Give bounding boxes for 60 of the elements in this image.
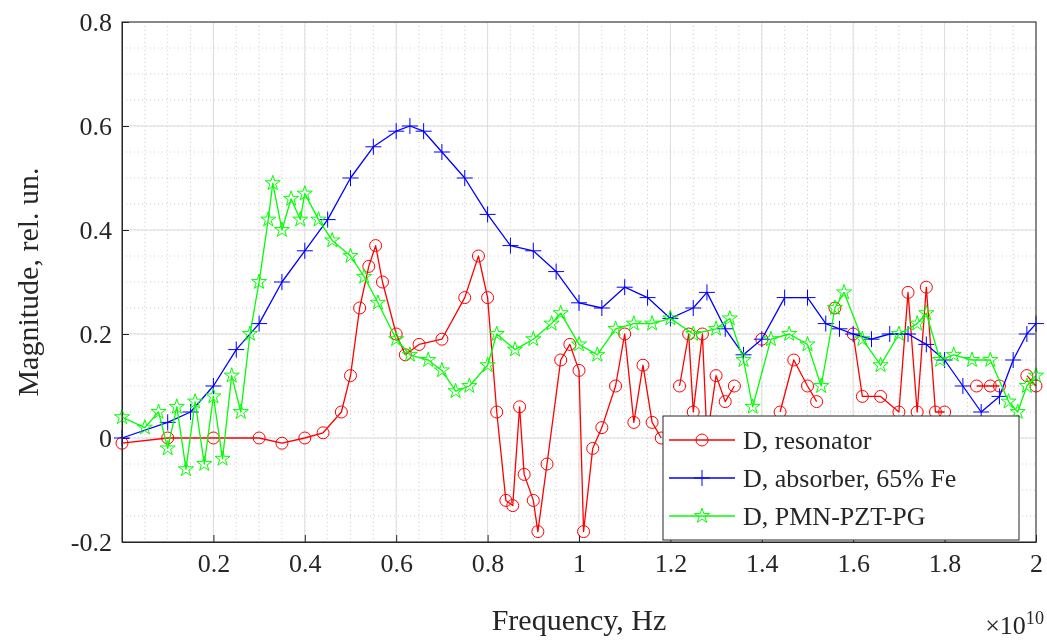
x-tick-label: 0.2 bbox=[197, 549, 231, 579]
point bbox=[204, 377, 222, 395]
y-tick-label: 0.8 bbox=[79, 7, 112, 37]
point bbox=[501, 237, 519, 255]
point bbox=[250, 315, 268, 333]
point bbox=[1004, 351, 1022, 369]
text: ×10$^{10}$ bbox=[985, 608, 1044, 640]
y-tick-label: 0 bbox=[99, 423, 112, 453]
point bbox=[817, 315, 835, 333]
point bbox=[639, 289, 657, 307]
x-tick-label: 1.2 bbox=[654, 549, 688, 579]
point bbox=[401, 117, 419, 135]
legend-label: D, absorber, 65% Fe bbox=[743, 464, 957, 493]
point bbox=[524, 242, 542, 260]
point bbox=[547, 263, 565, 281]
x-tick-label: 1 bbox=[573, 549, 586, 579]
legend-label: D, resonator bbox=[743, 426, 872, 455]
point bbox=[776, 289, 794, 307]
y-tick-label: 0.4 bbox=[79, 215, 112, 245]
point bbox=[684, 299, 702, 317]
x-tick-label: 1.4 bbox=[746, 549, 779, 579]
y-tick-label: -0.2 bbox=[70, 527, 112, 557]
x-tick-label: 0.6 bbox=[380, 549, 413, 579]
point bbox=[387, 122, 405, 140]
point bbox=[159, 413, 177, 431]
point bbox=[990, 387, 1008, 405]
point bbox=[273, 273, 291, 291]
y-axis-title: Magnitude, rel. un. bbox=[11, 167, 44, 397]
x-tick-label: 1.6 bbox=[837, 549, 870, 579]
point bbox=[342, 169, 359, 187]
x-tick-label: 1.8 bbox=[928, 549, 962, 579]
y-tick-label: 0.2 bbox=[79, 319, 112, 349]
point bbox=[830, 320, 848, 338]
point bbox=[479, 205, 497, 223]
point bbox=[593, 299, 611, 317]
y-tick-label: 0.6 bbox=[79, 111, 112, 141]
point bbox=[433, 143, 451, 161]
point bbox=[415, 122, 433, 140]
point bbox=[319, 211, 337, 229]
x-tick-label: 2 bbox=[1030, 549, 1043, 579]
point bbox=[899, 325, 917, 343]
legend-label: D, PMN-PZT-PG bbox=[743, 502, 926, 531]
point bbox=[616, 278, 634, 296]
x-tick-label: 0.4 bbox=[289, 549, 322, 579]
x-axis-title: Frequency, Hz bbox=[491, 603, 667, 636]
point bbox=[954, 377, 972, 395]
point bbox=[799, 289, 816, 307]
point bbox=[917, 335, 935, 353]
point bbox=[698, 283, 716, 301]
point bbox=[296, 242, 314, 260]
point bbox=[182, 403, 200, 421]
point bbox=[1018, 325, 1036, 343]
point bbox=[570, 294, 588, 312]
point bbox=[936, 351, 954, 369]
point bbox=[227, 341, 245, 359]
point bbox=[456, 169, 474, 187]
point bbox=[862, 330, 880, 348]
point bbox=[881, 325, 899, 343]
point bbox=[364, 138, 382, 156]
x-tick-label: 0.8 bbox=[471, 549, 505, 579]
